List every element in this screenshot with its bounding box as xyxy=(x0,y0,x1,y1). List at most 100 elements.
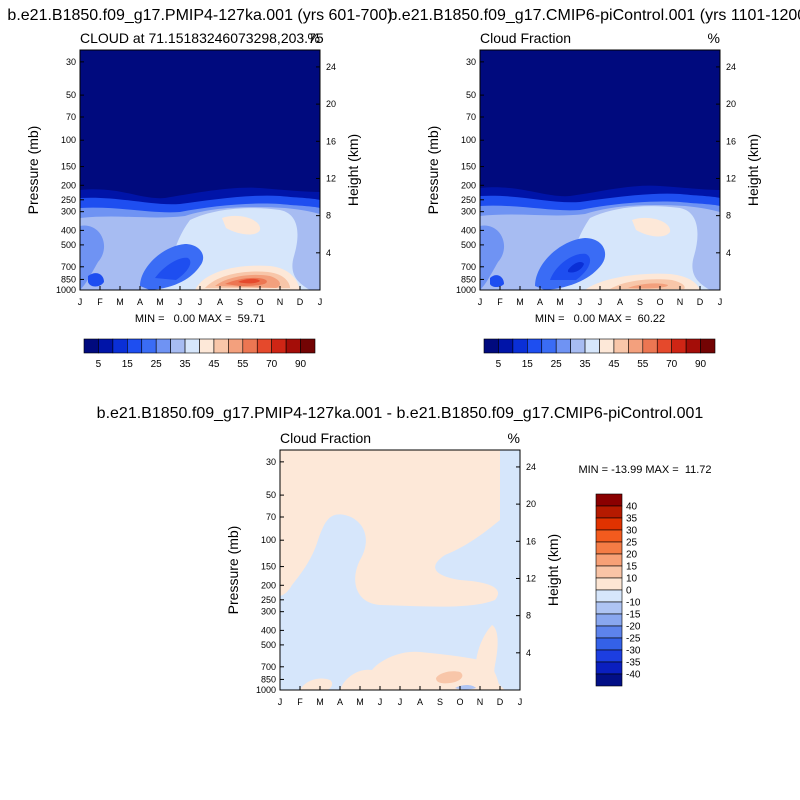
contour-level-lower xyxy=(80,225,105,290)
month-tick-label: J xyxy=(718,297,723,307)
colorbar-label: 40 xyxy=(626,502,638,513)
pressure-tick-label: 700 xyxy=(461,262,476,272)
colorbar-label: 25 xyxy=(626,538,638,549)
height-tick-label: 8 xyxy=(326,211,331,221)
colorbar-swatch xyxy=(112,338,128,354)
contour-level-lower-dark-center xyxy=(568,262,584,273)
colorbar-label: 55 xyxy=(237,359,249,370)
pressure-tick-label: 400 xyxy=(61,225,76,235)
height-tick-label: 8 xyxy=(526,611,531,621)
pressure-tick-label: 150 xyxy=(61,162,76,172)
pressure-tick-label: 850 xyxy=(261,674,276,684)
month-tick-label: N xyxy=(277,297,284,307)
pressure-tick-label: 400 xyxy=(261,625,276,635)
colorbar-label: 25 xyxy=(151,359,163,370)
pressure-tick-label: 1000 xyxy=(256,685,276,695)
pressure-tick-label: 850 xyxy=(61,274,76,284)
colorbar-swatch xyxy=(656,338,672,354)
colorbar-swatch xyxy=(184,338,200,354)
pressure-tick-label: 100 xyxy=(461,135,476,145)
month-tick-label: A xyxy=(417,697,423,707)
panel-3-ylabel: Pressure (mb) xyxy=(225,526,241,615)
panel-1-colorbar: 5 15 25 35 45 55 70 90 xyxy=(83,338,316,370)
colorbar-label: 35 xyxy=(626,514,638,525)
colorbar-label: 30 xyxy=(626,526,638,537)
pressure-tick-label: 500 xyxy=(261,640,276,650)
height-tick-label: 12 xyxy=(526,573,536,583)
panel-1-title: b.e21.B1850.f09_g17.PMIP4-127ka.001 (yrs… xyxy=(7,7,392,24)
panel-1-plot xyxy=(80,50,320,290)
colorbar-swatch xyxy=(599,338,615,354)
panel-2-colorbar: 5 15 25 35 45 55 70 90 xyxy=(483,338,716,370)
month-tick-label: A xyxy=(137,297,143,307)
colorbar-label: 70 xyxy=(666,359,678,370)
colorbar-swatch xyxy=(595,649,623,663)
panel-2-ylabel: Pressure (mb) xyxy=(425,126,441,215)
pressure-tick-label: 700 xyxy=(61,262,76,272)
colorbar-swatch xyxy=(584,338,600,354)
contour-level-positive-peak xyxy=(436,671,463,684)
month-tick-label: O xyxy=(656,297,663,307)
month-tick-label: D xyxy=(497,697,504,707)
panel-1-subtitle-right: % xyxy=(308,30,320,46)
colorbar-swatch xyxy=(228,338,244,354)
month-tick-label: M xyxy=(156,297,164,307)
pressure-tick-label: 850 xyxy=(461,274,476,284)
pressure-tick-label: 300 xyxy=(61,207,76,217)
pressure-tick-label: 70 xyxy=(266,512,276,522)
colorbar-label: 35 xyxy=(580,359,592,370)
colorbar-swatch xyxy=(595,541,623,555)
colorbar-swatch xyxy=(83,338,99,354)
pressure-tick-label: 50 xyxy=(466,90,476,100)
contour-level-warm-top xyxy=(222,215,261,235)
colorbar-swatch xyxy=(98,338,114,354)
month-tick-label: J xyxy=(178,297,183,307)
panel-2-minmax: MIN = 0.00 MAX = 60.22 xyxy=(535,313,665,325)
month-tick-label: F xyxy=(497,297,503,307)
colorbar-swatch xyxy=(595,553,623,567)
panel-3-height-axis: 24 20 16 12 8 4 xyxy=(516,462,536,658)
pressure-tick-label: 200 xyxy=(261,580,276,590)
height-tick-label: 16 xyxy=(726,136,736,146)
colorbar-label: -40 xyxy=(626,670,641,681)
colorbar-label: 55 xyxy=(637,359,649,370)
colorbar-swatch xyxy=(271,338,287,354)
panel-3-subtitle-left: Cloud Fraction xyxy=(280,430,371,446)
colorbar-swatch xyxy=(613,338,629,354)
colorbar-swatch xyxy=(527,338,543,354)
panel-2-height-axis: 24 20 16 12 8 4 xyxy=(716,62,736,258)
panel-3: b.e21.B1850.f09_g17.PMIP4-127ka.001 - b.… xyxy=(97,405,712,707)
pressure-tick-label: 300 xyxy=(461,207,476,217)
pressure-tick-label: 30 xyxy=(466,57,476,67)
panel-2-subtitle-right: % xyxy=(708,30,720,46)
height-tick-label: 24 xyxy=(326,62,336,72)
colorbar-label: 15 xyxy=(122,359,134,370)
month-tick-label: M xyxy=(116,297,124,307)
colorbar-swatch xyxy=(127,338,143,354)
panel-1: b.e21.B1850.f09_g17.PMIP4-127ka.001 (yrs… xyxy=(7,7,392,370)
colorbar-swatch xyxy=(595,517,623,531)
pressure-tick-label: 500 xyxy=(61,240,76,250)
colorbar-swatch xyxy=(213,338,229,354)
colorbar-label: -25 xyxy=(626,634,641,645)
panel-1-subtitle-left: CLOUD at 71.15183246073298,203.75 xyxy=(80,30,324,46)
height-tick-label: 16 xyxy=(326,136,336,146)
colorbar-label: -30 xyxy=(626,646,641,657)
colorbar-swatch xyxy=(595,565,623,579)
colorbar-swatch xyxy=(256,338,272,354)
pressure-tick-label: 200 xyxy=(461,180,476,190)
colorbar-swatch xyxy=(595,601,623,615)
height-tick-label: 12 xyxy=(726,173,736,183)
month-tick-label: N xyxy=(677,297,684,307)
pressure-tick-label: 500 xyxy=(461,240,476,250)
month-tick-label: J xyxy=(578,297,583,307)
colorbar-label: 90 xyxy=(695,359,707,370)
panel-2-ylabel-right: Height (km) xyxy=(745,134,761,206)
height-tick-label: 4 xyxy=(726,248,731,258)
contour-level-positive-upper xyxy=(280,450,500,607)
colorbar-label: -20 xyxy=(626,622,641,633)
pressure-tick-label: 100 xyxy=(261,535,276,545)
